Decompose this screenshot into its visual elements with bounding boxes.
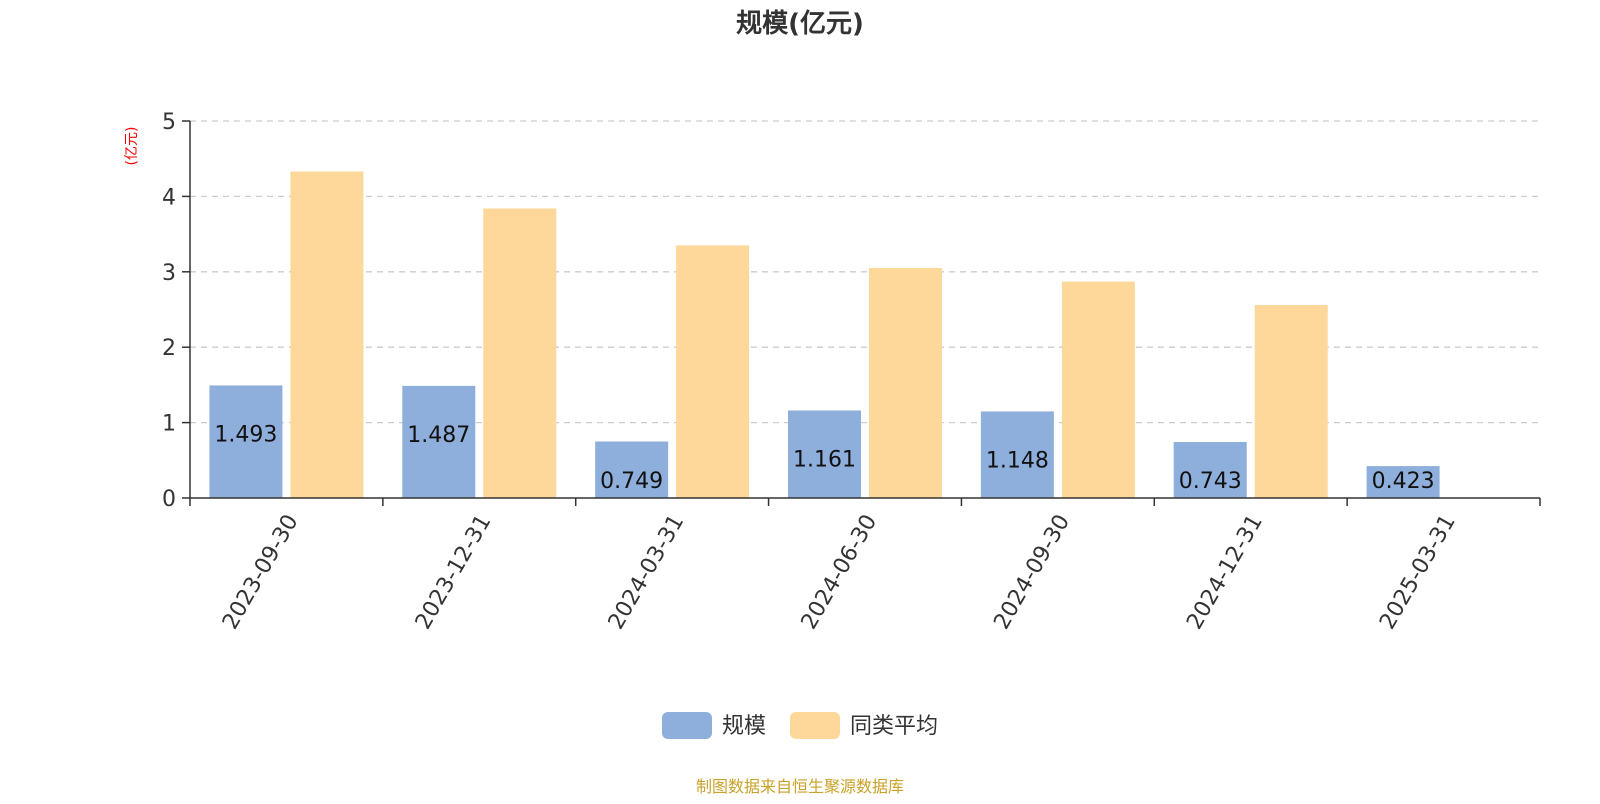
bar-scale[interactable] — [788, 410, 861, 498]
bar-scale[interactable] — [402, 385, 476, 498]
y-tick-label: 3 — [162, 261, 176, 286]
legend-label: 同类平均 — [850, 714, 938, 739]
y-tick-label: 2 — [162, 336, 176, 361]
bar-peer-average[interactable] — [869, 268, 942, 498]
bar-scale[interactable] — [1173, 441, 1247, 498]
bar-peer-average[interactable] — [676, 245, 750, 498]
y-axis-unit-label: (亿元) — [124, 127, 140, 166]
data-source-note: 制图数据来自恒生聚源数据库 — [696, 777, 904, 796]
data-label: 1.161 — [793, 447, 856, 472]
x-tick-label: 2024-09-30 — [989, 511, 1075, 634]
bar-scale[interactable] — [980, 411, 1054, 498]
bar-peer-average[interactable] — [1061, 281, 1135, 498]
chart-title: 规模(亿元) — [736, 9, 864, 39]
y-tick-label: 5 — [162, 110, 176, 135]
gridlines — [190, 120, 1540, 424]
legend-item-peer-average[interactable]: 同类平均 — [790, 712, 938, 739]
bar-scale[interactable] — [1366, 466, 1440, 498]
legend-item-scale[interactable]: 规模 — [662, 712, 766, 739]
y-tick-label: 1 — [162, 412, 176, 437]
bar-peer-average[interactable] — [1254, 304, 1328, 498]
x-tick-label: 2023-09-30 — [218, 511, 304, 634]
data-label: 0.423 — [1372, 469, 1435, 494]
x-tick-label: 2024-06-30 — [797, 511, 883, 634]
legend-swatch — [790, 712, 840, 739]
data-label: 1.493 — [214, 422, 277, 447]
bar-peer-average[interactable] — [483, 208, 557, 499]
data-labels: 1.493 1.487 0.749 1.161 1.148 0.743 0.423 — [214, 422, 1434, 494]
data-label: 0.749 — [600, 469, 663, 494]
bar-scale[interactable] — [595, 441, 669, 498]
y-tick-label: 4 — [162, 185, 176, 210]
data-label: 1.487 — [407, 423, 470, 448]
bars — [209, 171, 1440, 499]
data-label: 1.148 — [986, 448, 1049, 473]
x-tick-label: 2025-03-31 — [1375, 511, 1461, 634]
y-tick-label: 0 — [162, 487, 176, 512]
axes: 0 1 2 3 4 5 2023-09-30 2023-12-31 2024-03-31 2024… — [162, 110, 1541, 634]
x-tick-label: 2024-12-31 — [1182, 511, 1268, 634]
data-label: 0.743 — [1179, 469, 1242, 494]
bar-peer-average[interactable] — [290, 171, 364, 498]
legend[interactable]: 规模 同类平均 — [662, 712, 938, 739]
x-tick-label: 2024-03-31 — [604, 511, 690, 634]
bar-scale[interactable] — [209, 385, 283, 498]
legend-label: 规模 — [722, 714, 766, 739]
legend-swatch — [662, 712, 712, 739]
x-tick-label: 2023-12-31 — [411, 511, 497, 634]
